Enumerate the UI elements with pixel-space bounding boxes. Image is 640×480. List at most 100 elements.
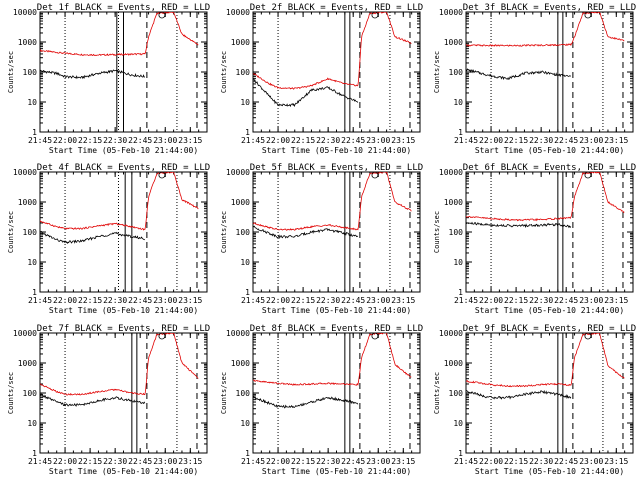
panel-title: Det 5f BLACK = Events, RED = LLD bbox=[250, 163, 423, 173]
x-axis-label: Start Time (05-Feb-10 21:44:00) bbox=[475, 467, 624, 476]
x-tick-label: 22:15 bbox=[78, 296, 102, 305]
x-axis-label: Start Time (05-Feb-10 21:44:00) bbox=[475, 146, 624, 155]
y-tick-label: 100 bbox=[449, 228, 464, 237]
x-tick-label: 22:30 bbox=[316, 457, 340, 466]
y-axis-label: Counts/sec bbox=[220, 51, 228, 93]
x-tick-label: 23:15 bbox=[604, 136, 628, 145]
x-tick-label: 22:30 bbox=[103, 136, 127, 145]
panel-title: Det 4f BLACK = Events, RED = LLD bbox=[37, 163, 210, 173]
x-tick-label: 23:00 bbox=[579, 457, 603, 466]
x-tick-label: 22:45 bbox=[128, 296, 152, 305]
x-axis-label: Start Time (05-Feb-10 21:44:00) bbox=[262, 146, 411, 155]
circle-marker bbox=[584, 171, 592, 179]
x-tick-label: 21:45 bbox=[454, 296, 478, 305]
x-tick-label: 23:00 bbox=[366, 136, 390, 145]
panel-title: Det 6f BLACK = Events, RED = LLD bbox=[463, 163, 636, 173]
circle-marker bbox=[371, 11, 379, 19]
events-series-line bbox=[40, 393, 146, 407]
y-tick-label: 10000 bbox=[439, 329, 463, 338]
x-tick-label: 22:15 bbox=[504, 296, 528, 305]
y-tick-label: 10000 bbox=[226, 168, 250, 177]
y-tick-label: 1 bbox=[32, 288, 37, 297]
x-tick-label: 23:00 bbox=[579, 136, 603, 145]
y-tick-label: 10000 bbox=[13, 329, 37, 338]
panel-title: Det 3f BLACK = Events, RED = LLD bbox=[463, 3, 636, 13]
x-tick-label: 23:15 bbox=[178, 457, 202, 466]
y-tick-label: 1 bbox=[245, 128, 250, 137]
x-tick-label: 22:15 bbox=[291, 457, 315, 466]
y-tick-label: 10 bbox=[453, 419, 463, 428]
y-tick-label: 1000 bbox=[444, 38, 463, 47]
x-tick-label: 22:00 bbox=[53, 136, 77, 145]
x-tick-label: 22:00 bbox=[479, 136, 503, 145]
circle-marker bbox=[158, 11, 166, 19]
x-tick-label: 21:45 bbox=[241, 136, 265, 145]
y-tick-label: 1000 bbox=[231, 198, 250, 207]
events-series-line bbox=[253, 395, 359, 409]
x-tick-label: 22:00 bbox=[479, 457, 503, 466]
x-tick-label: 21:45 bbox=[28, 457, 52, 466]
circle-marker bbox=[584, 11, 592, 19]
y-axis-label: Counts/sec bbox=[220, 372, 228, 414]
x-tick-label: 22:45 bbox=[341, 136, 365, 145]
x-tick-label: 22:45 bbox=[341, 457, 365, 466]
panel-title: Det 1f BLACK = Events, RED = LLD bbox=[37, 3, 210, 13]
y-tick-label: 1000 bbox=[18, 359, 37, 368]
y-tick-label: 100 bbox=[23, 68, 38, 77]
events-series-line bbox=[466, 221, 572, 229]
y-tick-label: 1000 bbox=[18, 38, 37, 47]
x-tick-label: 21:45 bbox=[241, 457, 265, 466]
lld-series-line bbox=[466, 172, 625, 222]
y-tick-label: 100 bbox=[23, 228, 38, 237]
circle-marker bbox=[158, 171, 166, 179]
events-series-line bbox=[40, 69, 146, 80]
panel-2: Det 2f BLACK = Events, RED = LLD 1 10 100 10… bbox=[220, 3, 423, 155]
y-tick-label: 10000 bbox=[13, 168, 37, 177]
x-tick-label: 23:15 bbox=[604, 457, 628, 466]
x-tick-label: 23:15 bbox=[391, 136, 415, 145]
x-tick-label: 22:15 bbox=[291, 296, 315, 305]
y-tick-label: 100 bbox=[236, 228, 251, 237]
events-series-line bbox=[253, 77, 359, 108]
events-series-line bbox=[466, 68, 572, 81]
panel-7: Det 7f BLACK = Events, RED = LLD 1 10 100 10… bbox=[7, 324, 210, 476]
y-tick-label: 1 bbox=[32, 449, 37, 458]
panel-1: Det 1f BLACK = Events, RED = LLD 1 10 100 10… bbox=[7, 3, 210, 155]
panel-3: Det 3f BLACK = Events, RED = LLD 1 10 100 10… bbox=[433, 3, 636, 155]
x-tick-label: 23:15 bbox=[178, 296, 202, 305]
y-tick-label: 10000 bbox=[13, 8, 37, 17]
y-tick-label: 1 bbox=[245, 449, 250, 458]
x-tick-label: 22:00 bbox=[479, 296, 503, 305]
y-tick-label: 100 bbox=[449, 389, 464, 398]
x-tick-label: 22:45 bbox=[128, 136, 152, 145]
x-tick-label: 23:15 bbox=[604, 296, 628, 305]
lld-series-line bbox=[40, 172, 199, 231]
x-tick-label: 22:15 bbox=[78, 457, 102, 466]
panel-6: Det 6f BLACK = Events, RED = LLD 1 10 100 10… bbox=[433, 163, 636, 315]
x-tick-label: 22:30 bbox=[316, 136, 340, 145]
x-axis-label: Start Time (05-Feb-10 21:44:00) bbox=[262, 306, 411, 315]
x-tick-label: 22:45 bbox=[554, 296, 578, 305]
x-tick-label: 23:00 bbox=[579, 296, 603, 305]
events-series-line bbox=[253, 225, 359, 239]
x-tick-label: 23:00 bbox=[366, 457, 390, 466]
x-tick-label: 22:15 bbox=[504, 457, 528, 466]
circle-marker bbox=[158, 332, 166, 340]
y-tick-label: 1 bbox=[458, 449, 463, 458]
y-tick-label: 10000 bbox=[439, 8, 463, 17]
x-tick-label: 22:15 bbox=[78, 136, 102, 145]
x-tick-label: 22:30 bbox=[529, 136, 553, 145]
x-tick-label: 22:45 bbox=[341, 296, 365, 305]
x-tick-label: 22:00 bbox=[53, 296, 77, 305]
y-tick-label: 100 bbox=[449, 68, 464, 77]
x-axis-label: Start Time (05-Feb-10 21:44:00) bbox=[49, 306, 198, 315]
lld-series-line bbox=[253, 12, 412, 90]
y-tick-label: 1 bbox=[32, 128, 37, 137]
x-axis-label: Start Time (05-Feb-10 21:44:00) bbox=[475, 306, 624, 315]
y-tick-label: 1000 bbox=[444, 359, 463, 368]
circle-marker bbox=[584, 332, 592, 340]
y-tick-label: 10 bbox=[453, 258, 463, 267]
y-axis-label: Counts/sec bbox=[433, 372, 441, 414]
lld-series-line bbox=[40, 12, 199, 56]
